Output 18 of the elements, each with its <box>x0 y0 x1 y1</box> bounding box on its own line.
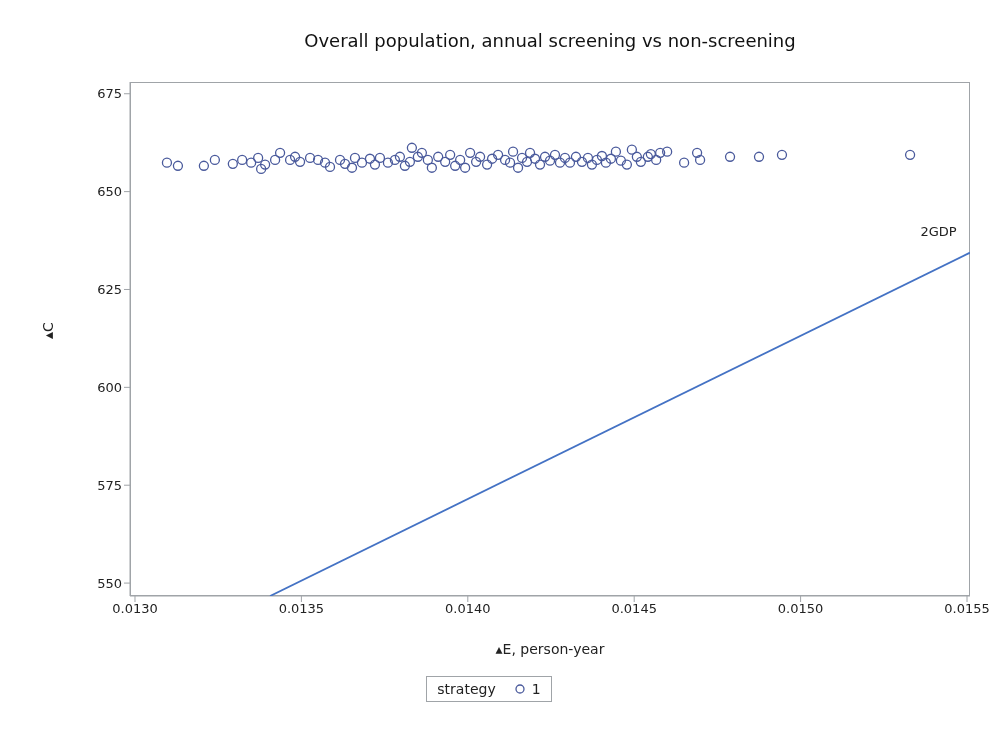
chart-title: Overall population, annual screening vs non-screening <box>303 30 797 51</box>
x-tick-label: 0.0155 <box>944 601 990 617</box>
x-tick-label: 0.0135 <box>278 601 325 617</box>
y-tick-label: 650 <box>97 184 122 200</box>
y-tick-label: 550 <box>97 575 122 591</box>
legend-label: 1 <box>531 681 541 697</box>
y-tick-label: 675 <box>97 86 122 102</box>
y-axis-title: ▴C <box>39 321 56 339</box>
y-tick-label: 600 <box>97 379 122 395</box>
x-tick-label: 0.0140 <box>445 601 491 617</box>
x-tick-label: 0.0130 <box>112 601 158 617</box>
series-label: 2GDP <box>920 224 957 240</box>
y-tick-label: 625 <box>97 282 122 298</box>
x-tick-label: 0.0150 <box>777 601 824 617</box>
x-tick-label: 0.0145 <box>611 601 657 617</box>
y-tick-label: 575 <box>97 477 122 493</box>
x-axis-title: ▴E, person-year <box>495 641 605 657</box>
legend-title: strategy <box>437 681 496 697</box>
